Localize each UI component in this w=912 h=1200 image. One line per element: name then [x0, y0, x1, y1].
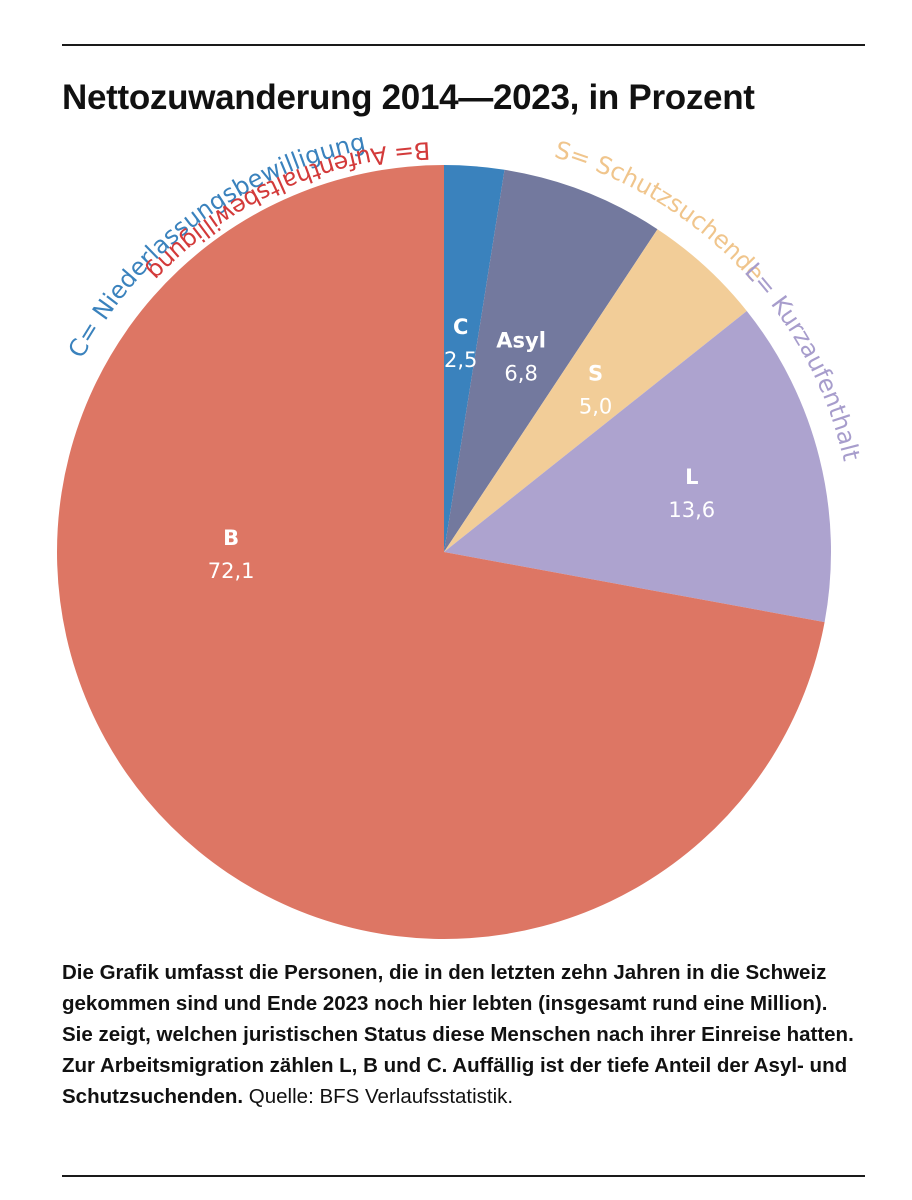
caption-source: Quelle: BFS Verlaufsstatistik.	[243, 1085, 514, 1108]
bottom-rule	[62, 1175, 865, 1177]
chart-title: Nettozuwanderung 2014—2023, in Prozent	[62, 78, 755, 117]
pie-slice-asyl	[444, 169, 658, 552]
pie-slice-c	[444, 165, 505, 552]
pie-slice-b	[57, 165, 825, 939]
slice-label-c: C	[453, 315, 468, 339]
caption-description: Die Grafik umfasst die Personen, die in …	[62, 961, 854, 1108]
pie-slice-s	[444, 229, 747, 552]
top-rule	[62, 44, 865, 46]
slice-label-s: S	[588, 361, 603, 385]
pie-slice-l	[444, 310, 831, 623]
slices-layer	[57, 165, 831, 939]
chart-caption: Die Grafik umfasst die Personen, die in …	[62, 957, 862, 1112]
slice-label-asyl: Asyl	[496, 329, 546, 353]
slice-labels-layer: C 2,5 Asyl 6,8 S 5,0 L 13,6 B 72,1	[208, 315, 715, 583]
slice-value-b: 72,1	[208, 559, 255, 583]
slice-label-b: B	[223, 526, 239, 550]
slice-value-asyl: 6,8	[504, 362, 537, 386]
slice-value-s: 5,0	[579, 394, 612, 418]
slice-value-c: 2,5	[444, 348, 477, 372]
slice-value-l: 13,6	[668, 498, 715, 522]
slice-label-l: L	[685, 465, 698, 489]
